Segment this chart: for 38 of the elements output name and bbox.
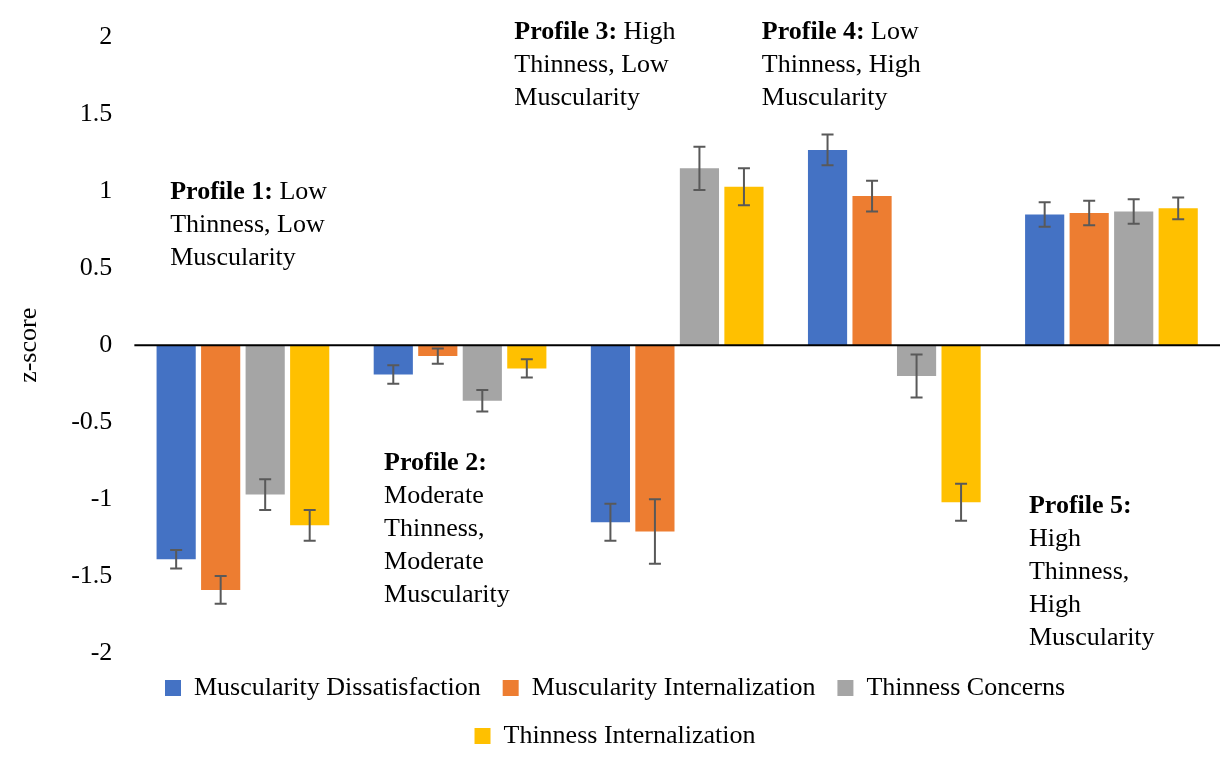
y-tick-label: 1 [99, 175, 113, 205]
bar [373, 345, 413, 375]
annotation: Profile 1: Low Thinness, Low Muscularity [170, 175, 328, 271]
legend-label: Thinness Concerns [866, 671, 1066, 701]
bar [807, 149, 848, 346]
bar [507, 345, 547, 369]
annotation: Profile 3: High Thinness, Low Muscularity [514, 15, 676, 111]
legend-label: Thinness Internalization [503, 719, 756, 749]
legend-label: Muscularity Dissatisfaction [194, 671, 481, 701]
bar [590, 345, 630, 523]
bar [462, 345, 502, 401]
y-tick-label: 0 [99, 329, 113, 359]
bar [679, 168, 720, 346]
y-tick-label: -0.5 [71, 406, 113, 436]
bar [1025, 214, 1065, 346]
bar [635, 345, 675, 532]
bar [1158, 208, 1198, 346]
y-tick-label: -1 [90, 482, 113, 512]
y-tick-label: 2 [99, 21, 113, 51]
bar [1069, 212, 1109, 346]
bar [201, 345, 241, 590]
annotation: Profile 5: High Thinness, High Muscularity [1028, 489, 1155, 651]
y-tick-label: 0.5 [79, 252, 113, 282]
bar [245, 345, 285, 495]
annotation: Profile 4: Low Thinness, High Muscularity [761, 15, 921, 111]
bar [1114, 211, 1154, 346]
legend-label: Muscularity Internalization [531, 671, 816, 701]
bar [724, 186, 764, 346]
bar [290, 345, 330, 526]
bar [896, 345, 937, 377]
y-tick-label: 1.5 [79, 98, 113, 128]
y-tick-label: -2 [90, 636, 113, 666]
bar [941, 345, 981, 503]
bar [156, 345, 196, 560]
annotation: Profile 2: Moderate Thinness, Moderate Muscularity [384, 446, 510, 608]
y-tick-label: -1.5 [71, 559, 113, 589]
y-axis-title: z-score [13, 307, 43, 383]
bar [852, 196, 892, 346]
